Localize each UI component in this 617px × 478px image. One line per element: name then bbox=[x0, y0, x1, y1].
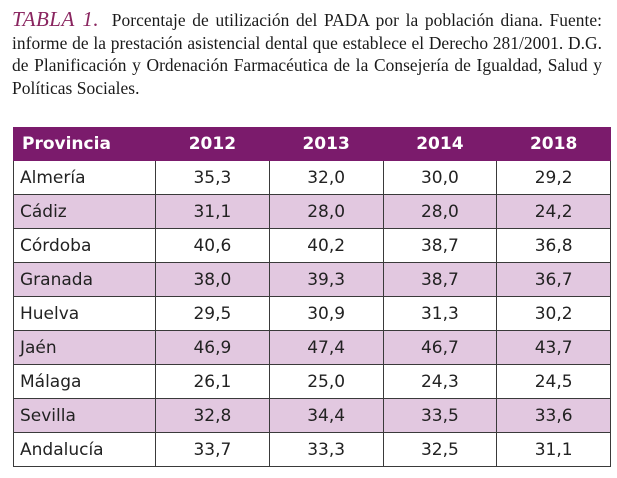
value-cell: 36,7 bbox=[496, 262, 611, 297]
value-cell: 25,0 bbox=[268, 364, 384, 399]
table-row: Sevilla 32,8 34,4 33,5 33,6 bbox=[13, 398, 611, 433]
value-cell: 31,1 bbox=[496, 432, 611, 467]
value-cell: 28,0 bbox=[382, 194, 498, 229]
value-cell: 36,8 bbox=[496, 228, 611, 263]
table-label: TABLA 1. bbox=[12, 7, 100, 31]
value-cell: 32,8 bbox=[155, 398, 270, 433]
value-cell: 29,2 bbox=[496, 160, 611, 195]
province-cell: Cádiz bbox=[13, 194, 156, 229]
column-header-2018: 2018 bbox=[496, 127, 611, 161]
province-cell: Córdoba bbox=[13, 228, 156, 263]
table-row: Cádiz 31,1 28,0 28,0 24,2 bbox=[13, 194, 611, 229]
value-cell: 38,7 bbox=[382, 262, 498, 297]
value-cell: 46,7 bbox=[382, 330, 498, 365]
table-row: Almería 35,3 32,0 30,0 29,2 bbox=[13, 160, 611, 195]
value-cell: 30,2 bbox=[496, 296, 611, 331]
value-cell: 39,3 bbox=[268, 262, 384, 297]
value-cell: 28,0 bbox=[268, 194, 384, 229]
value-cell: 30,9 bbox=[268, 296, 384, 331]
table-row: Córdoba 40,6 40,2 38,7 36,8 bbox=[13, 228, 611, 263]
value-cell: 24,5 bbox=[496, 364, 611, 399]
caption-text: Porcentaje de utilización del PADA por l… bbox=[12, 10, 603, 98]
province-cell: Sevilla bbox=[13, 398, 156, 433]
value-cell: 38,0 bbox=[155, 262, 270, 297]
table-header-row: Provincia 2012 2013 2014 2018 bbox=[13, 127, 611, 161]
value-cell: 33,7 bbox=[155, 432, 270, 467]
table-row: Jaén 46,9 47,4 46,7 43,7 bbox=[13, 330, 611, 365]
province-cell: Jaén bbox=[13, 330, 156, 365]
column-header-2012: 2012 bbox=[155, 127, 270, 161]
value-cell: 33,6 bbox=[496, 398, 611, 433]
value-cell: 38,7 bbox=[382, 228, 498, 263]
province-cell: Málaga bbox=[13, 364, 156, 399]
value-cell: 35,3 bbox=[155, 160, 270, 195]
province-cell: Granada bbox=[13, 262, 156, 297]
value-cell: 32,5 bbox=[382, 432, 498, 467]
value-cell: 33,5 bbox=[382, 398, 498, 433]
value-cell: 40,2 bbox=[268, 228, 384, 263]
value-cell: 46,9 bbox=[155, 330, 270, 365]
value-cell: 30,0 bbox=[382, 160, 498, 195]
value-cell: 31,1 bbox=[155, 194, 270, 229]
table-row: Málaga 26,1 25,0 24,3 24,5 bbox=[13, 364, 611, 399]
value-cell: 26,1 bbox=[155, 364, 270, 399]
data-table: Provincia 2012 2013 2014 2018 Almería 35… bbox=[13, 127, 611, 467]
value-cell: 31,3 bbox=[382, 296, 498, 331]
province-cell: Almería bbox=[13, 160, 156, 195]
value-cell: 32,0 bbox=[268, 160, 384, 195]
province-cell: Huelva bbox=[13, 296, 156, 331]
value-cell: 47,4 bbox=[268, 330, 384, 365]
value-cell: 43,7 bbox=[496, 330, 611, 365]
table-row: Huelva 29,5 30,9 31,3 30,2 bbox=[13, 296, 611, 331]
table-caption: TABLA 1. Porcentaje de utilización del P… bbox=[12, 8, 602, 99]
value-cell: 40,6 bbox=[155, 228, 270, 263]
value-cell: 33,3 bbox=[268, 432, 384, 467]
column-header-2014: 2014 bbox=[382, 127, 498, 161]
column-header-provincia: Provincia bbox=[13, 127, 156, 161]
table-row: Granada 38,0 39,3 38,7 36,7 bbox=[13, 262, 611, 297]
value-cell: 24,3 bbox=[382, 364, 498, 399]
province-cell: Andalucía bbox=[13, 432, 156, 467]
table-row-total: Andalucía 33,7 33,3 32,5 31,1 bbox=[13, 432, 611, 467]
value-cell: 29,5 bbox=[155, 296, 270, 331]
column-header-2013: 2013 bbox=[268, 127, 384, 161]
value-cell: 24,2 bbox=[496, 194, 611, 229]
value-cell: 34,4 bbox=[268, 398, 384, 433]
